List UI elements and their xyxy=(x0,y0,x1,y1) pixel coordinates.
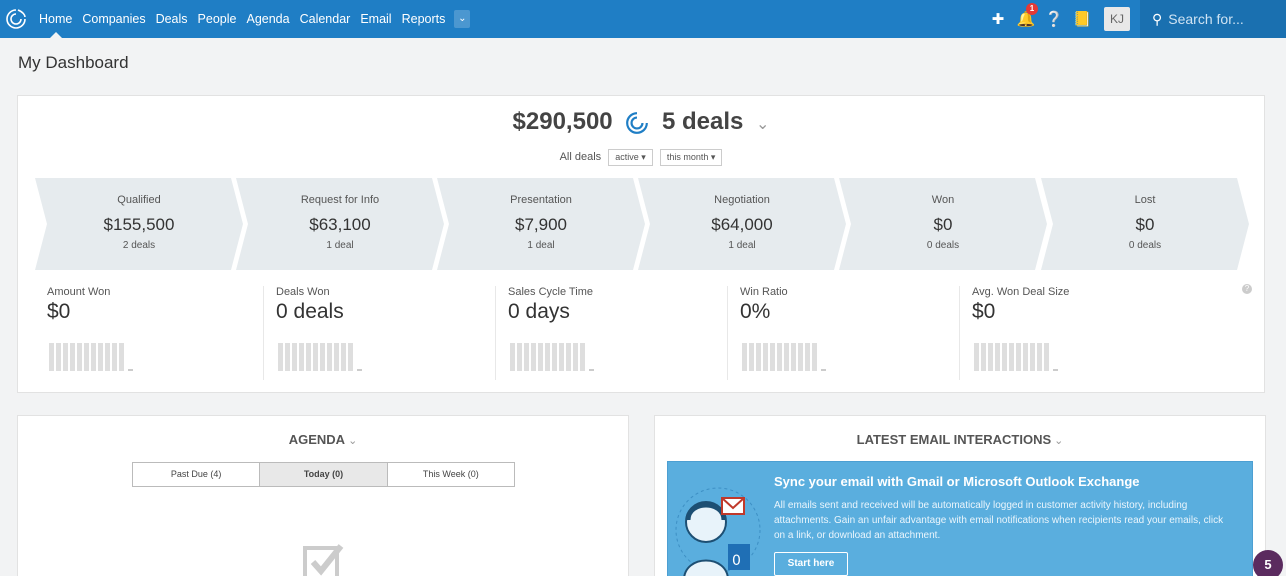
deal-filters: All deals active ▾ this month ▾ xyxy=(18,149,1264,166)
agenda-tabs: Past Due (4) Today (0) This Week (0) xyxy=(132,462,515,487)
page-title: My Dashboard xyxy=(18,53,129,72)
stage-deals: 1 deal xyxy=(728,240,756,251)
stage-value: $7,900 xyxy=(515,215,567,234)
sales-dashboard-card: $290,500 5 deals ⌄ All deals active ▾ th… xyxy=(17,95,1265,393)
tab-today[interactable]: Today (0) xyxy=(260,463,388,486)
filter-label: All deals xyxy=(559,151,602,163)
status-filter-select[interactable]: active ▾ xyxy=(608,149,653,166)
metric-label: Amount Won xyxy=(47,286,111,298)
bell-icon[interactable]: 🔔 1 xyxy=(1012,3,1040,28)
nav-calendar[interactable]: Calendar xyxy=(299,12,351,26)
stage-name: Won xyxy=(931,194,955,206)
metric-win-ratio: Win Ratio 0% xyxy=(727,286,959,380)
metric-value: 0 days xyxy=(508,300,570,323)
kpi-metrics: Amount Won $0 Deals Won 0 deals Sales Cy… xyxy=(35,284,1249,384)
support-agent-illustration-icon: 0 xyxy=(675,487,761,576)
notification-badge: 1 xyxy=(1026,3,1038,15)
stage-name: Request for Info xyxy=(300,194,380,206)
stage-lost[interactable]: Lost $0 0 deals xyxy=(1041,178,1249,270)
promo-title: Sync your email with Gmail or Microsoft … xyxy=(774,474,1140,489)
nav-home[interactable]: Home xyxy=(34,0,77,38)
add-icon[interactable]: ✚ xyxy=(991,11,1005,28)
chevron-down-icon[interactable]: ⌄ xyxy=(1054,435,1064,447)
metric-label: Win Ratio xyxy=(740,286,788,298)
tab-past-due[interactable]: Past Due (4) xyxy=(133,463,261,486)
main-menu: Home Companies Deals People Agenda Calen… xyxy=(34,0,471,38)
stage-name: Presentation xyxy=(510,194,572,206)
stage-presentation[interactable]: Presentation $7,900 1 deal xyxy=(437,178,645,270)
svg-text:0: 0 xyxy=(732,553,741,569)
stage-name: Qualified xyxy=(117,194,161,206)
metric-amount-won: Amount Won $0 xyxy=(35,286,267,380)
metric-value: 0 deals xyxy=(276,300,344,323)
top-nav: Home Companies Deals People Agenda Calen… xyxy=(0,0,1286,38)
stage-name: Negotiation xyxy=(714,194,770,206)
stage-name: Lost xyxy=(1134,194,1156,206)
stage-value: $64,000 xyxy=(711,215,773,234)
chevron-down-icon[interactable]: ⌄ xyxy=(454,10,471,28)
nav-email[interactable]: Email xyxy=(360,12,392,26)
metric-deals-won: Deals Won 0 deals xyxy=(263,286,495,380)
pipeline-stages: Qualified $155,500 2 deals Request for I… xyxy=(35,178,1249,270)
tab-this-week[interactable]: This Week (0) xyxy=(387,463,514,486)
metric-value: 0% xyxy=(740,300,771,323)
pipeline-deal-count[interactable]: 5 deals xyxy=(661,108,744,135)
metric-avg-won-deal-size: Avg. Won Deal Size $0 xyxy=(959,286,1209,380)
metric-label: Sales Cycle Time xyxy=(508,286,593,298)
sparkline xyxy=(742,341,828,371)
metric-sales-cycle-time: Sales Cycle Time 0 days xyxy=(495,286,727,380)
nav-reports[interactable]: Reports xyxy=(401,12,446,26)
chevron-down-icon[interactable]: ⌄ xyxy=(756,116,770,133)
period-filter-select[interactable]: this month ▾ xyxy=(659,149,723,166)
sparkline xyxy=(49,341,135,371)
help-icon[interactable]: ❔ xyxy=(1044,11,1064,28)
nav-companies[interactable]: Companies xyxy=(82,12,146,26)
metric-value: $0 xyxy=(47,300,71,323)
email-sync-promo: 0 Sync your email with Gmail or Microsof… xyxy=(667,461,1253,576)
help-icon[interactable]: ? xyxy=(1242,284,1252,294)
stage-value: $155,500 xyxy=(103,215,175,234)
stage-deals: 0 deals xyxy=(926,240,960,251)
stage-request-for-info[interactable]: Request for Info $63,100 1 deal xyxy=(236,178,444,270)
search-placeholder: Search for... xyxy=(1168,11,1244,27)
nav-people[interactable]: People xyxy=(197,12,237,26)
search-input[interactable]: ⚲ Search for... xyxy=(1140,0,1286,38)
stage-deals: 0 deals xyxy=(1128,240,1162,251)
stage-negotiation[interactable]: Negotiation $64,000 1 deal xyxy=(638,178,846,270)
stage-qualified[interactable]: Qualified $155,500 2 deals xyxy=(35,178,243,270)
nav-agenda[interactable]: Agenda xyxy=(246,12,290,26)
chat-bubble[interactable]: 5 xyxy=(1253,550,1283,576)
app-logo-icon[interactable] xyxy=(5,8,27,30)
promo-description: All emails sent and received will be aut… xyxy=(774,500,1224,541)
metric-label: Deals Won xyxy=(276,286,330,298)
checkbox-checked-icon xyxy=(303,544,344,576)
sparkline xyxy=(974,341,1060,371)
agenda-panel: AGENDA ⌄ Past Due (4) Today (0) This Week… xyxy=(17,415,629,576)
pipeline-total: $290,500 xyxy=(512,108,613,135)
stage-deals: 2 deals xyxy=(122,240,156,251)
metric-label: Avg. Won Deal Size xyxy=(972,286,1070,298)
email-interactions-panel: LATEST EMAIL INTERACTIONS ⌄ 0 Sync your e… xyxy=(654,415,1266,576)
stage-value: $63,100 xyxy=(309,215,371,234)
stage-value: $0 xyxy=(1135,215,1155,234)
search-icon: ⚲ xyxy=(1152,10,1163,27)
avatar[interactable]: KJ xyxy=(1104,7,1130,31)
sparkline xyxy=(510,341,596,371)
email-panel-title[interactable]: LATEST EMAIL INTERACTIONS ⌄ xyxy=(856,432,1064,447)
nav-deals[interactable]: Deals xyxy=(155,12,188,26)
start-here-button[interactable]: Start here xyxy=(774,552,848,576)
sparkline xyxy=(278,341,364,371)
chevron-down-icon[interactable]: ⌄ xyxy=(348,435,358,447)
brand-logo-icon xyxy=(626,111,649,134)
stage-won[interactable]: Won $0 0 deals xyxy=(839,178,1047,270)
stage-value: $0 xyxy=(933,215,953,234)
nav-actions: ✚ 🔔 1 ❔ 📒 KJ ⚲ Search for... xyxy=(984,0,1286,38)
pipeline-summary: $290,500 5 deals ⌄ xyxy=(18,108,1264,136)
stage-deals: 1 deal xyxy=(527,240,555,251)
stage-deals: 1 deal xyxy=(326,240,354,251)
agenda-title[interactable]: AGENDA ⌄ xyxy=(288,432,358,447)
metric-value: $0 xyxy=(972,300,996,323)
book-icon[interactable]: 📒 xyxy=(1072,11,1092,28)
